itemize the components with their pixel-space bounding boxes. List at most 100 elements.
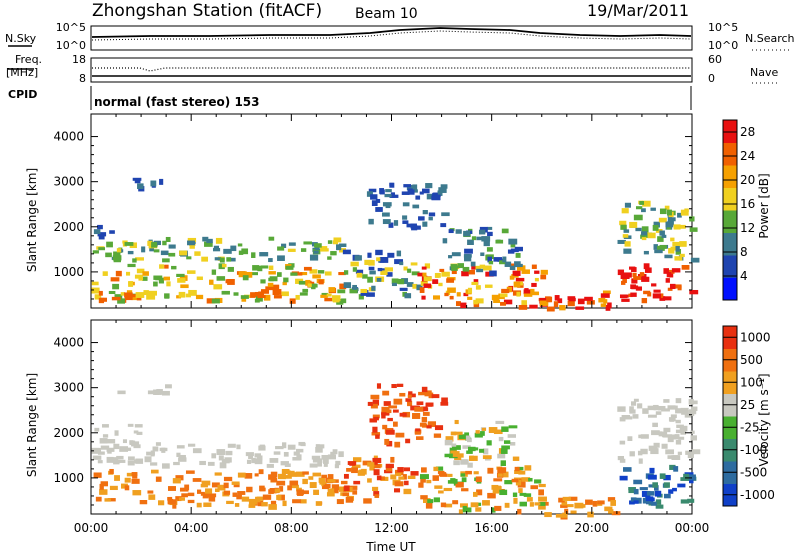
velocity-cell xyxy=(217,484,226,491)
power-cell xyxy=(233,292,239,296)
velocity-cell xyxy=(196,502,202,508)
power-cell xyxy=(489,270,497,277)
velocity-cell xyxy=(433,466,439,472)
velocity-cell xyxy=(421,416,428,423)
power-cell xyxy=(212,248,221,252)
power-cell xyxy=(424,263,431,269)
power-cell xyxy=(385,189,392,193)
velocity-cell xyxy=(245,452,254,457)
velocity-cell xyxy=(640,448,648,455)
velocity-cell xyxy=(653,442,660,448)
power-cell xyxy=(483,241,490,247)
velocity-cell xyxy=(117,459,126,463)
power-cell xyxy=(486,247,493,252)
velocity-cell xyxy=(244,473,253,479)
velocity-cell xyxy=(392,409,399,413)
velocity-cell xyxy=(676,424,684,429)
velocity-cell xyxy=(474,432,483,438)
power-cell xyxy=(131,294,139,298)
power-cell xyxy=(509,275,515,280)
velocity-cell xyxy=(418,391,425,396)
power-cell xyxy=(501,288,510,294)
velocity-cell xyxy=(391,384,397,389)
velocity-cell xyxy=(428,392,434,399)
power-cell xyxy=(422,221,428,227)
nsky-trace xyxy=(91,27,692,38)
velocity-cell xyxy=(619,440,626,445)
power-cell xyxy=(98,290,103,296)
velocity-cell xyxy=(197,489,202,494)
power-cell xyxy=(513,281,521,288)
power-cell xyxy=(662,296,672,301)
velocity-cell xyxy=(650,448,659,455)
velocity-cell xyxy=(473,471,479,475)
velocity-cell xyxy=(380,476,385,481)
velocity-cell xyxy=(421,423,428,428)
power-cell xyxy=(672,241,681,247)
velocity-cell xyxy=(444,439,453,446)
velocity-cell xyxy=(283,451,289,457)
velocity-cell xyxy=(493,429,503,435)
velocity-cell xyxy=(185,470,195,474)
power-cell xyxy=(124,242,134,246)
velocity-cell xyxy=(655,504,664,509)
velocity-cell xyxy=(675,398,682,404)
velocity-cell xyxy=(270,477,278,483)
power-cell xyxy=(679,241,687,247)
velocity-cell xyxy=(659,473,666,479)
velocity-cell xyxy=(283,475,292,479)
power-cell xyxy=(441,271,450,277)
velocity-cell xyxy=(175,496,182,502)
nsky-panel: N.Sky 10^5 10^0 10^5 10^0 N.Search xyxy=(5,21,795,52)
velocity-cell xyxy=(510,442,516,446)
power-cell xyxy=(401,278,409,284)
velocity-cell xyxy=(326,492,335,497)
velocity-cell xyxy=(507,434,516,438)
power-cell xyxy=(398,278,405,285)
power-cell xyxy=(165,236,171,243)
power-cell xyxy=(431,195,441,201)
power-cell xyxy=(657,236,664,242)
velocity-cell xyxy=(458,509,463,514)
power-cell xyxy=(449,295,454,300)
power-cell xyxy=(146,294,156,300)
velocity-cell xyxy=(432,475,439,481)
velocity-cell xyxy=(386,440,393,447)
power-cell xyxy=(423,276,432,282)
power-cell xyxy=(268,236,275,241)
power-cell xyxy=(539,300,547,306)
power-cell xyxy=(343,270,349,275)
power-cell xyxy=(149,246,155,252)
velocity-cell xyxy=(651,501,657,506)
velocity-cell xyxy=(494,505,502,511)
velocity-cell xyxy=(280,461,289,466)
power-cell xyxy=(257,265,263,272)
power-cell xyxy=(531,264,537,269)
velocity-cell xyxy=(321,454,329,460)
power-cell xyxy=(559,305,566,311)
power-cell xyxy=(226,257,232,262)
power-cell xyxy=(403,266,408,271)
power-cell xyxy=(668,248,675,254)
power-cell xyxy=(670,246,679,251)
power-cell xyxy=(642,200,651,207)
velocity-cell xyxy=(269,458,279,463)
power-cell xyxy=(227,278,235,285)
velocity-cell xyxy=(518,470,526,475)
power-cell xyxy=(218,263,225,270)
velocity-cell xyxy=(675,408,683,414)
velocity-cell xyxy=(327,454,336,460)
velocity-cell xyxy=(367,401,373,406)
power-cell xyxy=(164,293,170,299)
velocity-cell xyxy=(248,498,258,505)
velocity-cell xyxy=(681,409,689,415)
velocity-cell xyxy=(279,486,284,492)
power-cell xyxy=(467,239,474,245)
velocity-cell xyxy=(462,505,467,512)
velocity-cell xyxy=(161,447,166,453)
power-cell xyxy=(499,260,506,265)
velocity-cell xyxy=(431,394,440,399)
power-cell xyxy=(260,279,266,284)
velocity-cell xyxy=(691,449,701,455)
velocity-cell xyxy=(663,427,671,433)
